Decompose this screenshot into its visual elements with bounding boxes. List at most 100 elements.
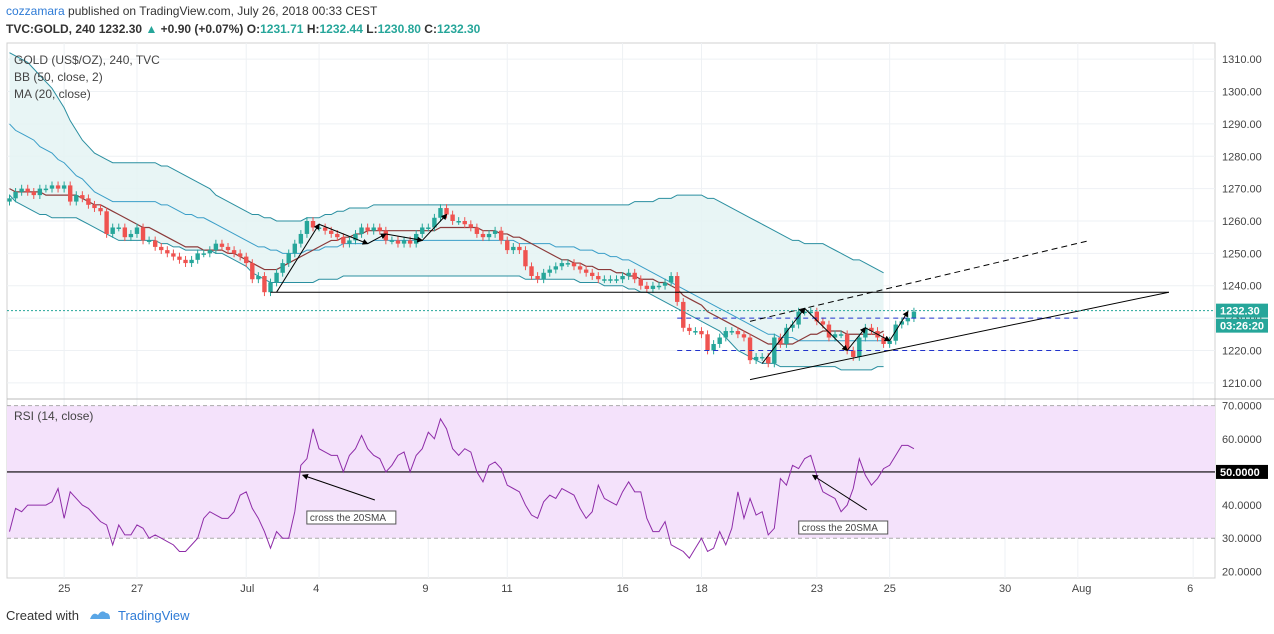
- rsi-tick-label: 30.0000: [1222, 533, 1262, 545]
- candle-body: [541, 272, 546, 280]
- candle-body: [244, 256, 249, 264]
- move-arrow: [318, 223, 369, 245]
- candle-body: [304, 221, 310, 234]
- candle-body: [250, 263, 255, 280]
- time-tick-label: 6: [1187, 583, 1193, 595]
- candle-body: [668, 276, 674, 283]
- candle-body: [905, 318, 911, 322]
- rsi-tick-label: 40.0000: [1222, 500, 1262, 512]
- candle-body: [171, 253, 176, 257]
- candle-body: [189, 259, 194, 264]
- candle-body: [844, 334, 850, 351]
- candle-body: [662, 282, 668, 286]
- rsi-mid-tag: [1216, 464, 1268, 479]
- symbol-info: TVC:GOLD, 240 1232.30 ▲ +0.90 (+0.07%) O…: [6, 22, 480, 36]
- candle-body: [128, 233, 134, 238]
- close-value: 1232.30: [436, 22, 481, 36]
- candle-body: [802, 311, 807, 314]
- rsi-annotation-box: [798, 520, 889, 535]
- candle-body: [687, 327, 692, 332]
- candle-body: [353, 233, 358, 241]
- candle-body: [395, 240, 401, 244]
- price-tick-label: 1300.00: [1222, 87, 1262, 99]
- candle-body: [335, 233, 340, 238]
- candle-body: [547, 269, 552, 273]
- time-tick-label: Aug: [1072, 583, 1092, 595]
- legend-bb: BB (50, close, 2): [14, 70, 103, 84]
- candle-body: [881, 337, 886, 344]
- candle-body: [717, 337, 722, 344]
- candle-body: [140, 227, 146, 241]
- candle-body: [25, 188, 30, 192]
- candle-body: [74, 195, 79, 202]
- rsi-annotation-text: cross the 20SMA: [802, 523, 878, 534]
- candle-body: [316, 227, 322, 229]
- rsi-line: [9, 417, 915, 559]
- time-tick-label: 11: [501, 583, 512, 595]
- time-tick-label: Jul: [240, 583, 254, 595]
- candle-body: [298, 233, 304, 244]
- candle-body: [292, 243, 297, 254]
- tradingview-link[interactable]: TradingView: [118, 608, 190, 623]
- candle-body: [274, 272, 279, 283]
- candle-body: [177, 256, 182, 260]
- candle-body: [468, 224, 474, 228]
- rsi-mid-tag-text: 50.0000: [1220, 467, 1260, 479]
- candle-body: [389, 240, 395, 242]
- candle-body: [474, 227, 480, 234]
- candle-body: [808, 311, 813, 314]
- footer: Created with TradingView: [6, 608, 190, 623]
- rsi-annotation-arrow: [811, 474, 868, 511]
- candle-body: [529, 266, 534, 277]
- price-tick-label: 1210.00: [1222, 378, 1262, 390]
- candle-body: [583, 269, 589, 273]
- candle-body: [747, 337, 753, 361]
- candle-body: [838, 334, 844, 336]
- legend-rsi: RSI (14, close): [14, 409, 94, 423]
- price-tick-label: 1270.00: [1222, 184, 1262, 196]
- time-tick-label: 23: [811, 583, 823, 595]
- move-arrow: [385, 233, 424, 243]
- candle-body: [310, 221, 316, 228]
- move-arrow: [276, 223, 320, 293]
- candle-body: [104, 211, 109, 234]
- candle-body: [280, 263, 285, 273]
- candle-body: [213, 243, 219, 251]
- move-arrow: [865, 327, 891, 342]
- candle-body: [899, 321, 904, 325]
- open-value: 1231.71: [260, 22, 304, 36]
- candle-body: [614, 279, 619, 281]
- candle-body: [693, 331, 698, 333]
- candle-body: [772, 337, 777, 364]
- author-link[interactable]: cozzamara: [6, 4, 65, 18]
- time-tick-label: 30: [999, 583, 1011, 595]
- candle-body: [268, 282, 273, 293]
- time-tick-label: 16: [617, 583, 629, 595]
- candle-body: [444, 208, 449, 215]
- candle-body: [207, 250, 213, 254]
- candle-body: [650, 285, 656, 289]
- low-value: 1230.80: [377, 22, 421, 36]
- candle-body: [231, 250, 237, 254]
- candle-body: [134, 227, 140, 234]
- tradingview-logo-icon: [89, 611, 110, 619]
- candle-body: [741, 334, 747, 338]
- candle-body: [638, 279, 643, 286]
- candle-body: [857, 337, 862, 357]
- candle-body: [286, 253, 291, 264]
- up-arrow-icon: ▲: [145, 22, 158, 36]
- move-arrow: [889, 310, 909, 342]
- price-tick-label: 1290.00: [1222, 119, 1262, 131]
- candle-body: [13, 191, 18, 199]
- candle-body: [480, 233, 486, 238]
- candle-body: [116, 227, 121, 229]
- rsi-tick-label: 60.0000: [1222, 434, 1262, 446]
- candle-body: [462, 221, 467, 225]
- price-change: +0.90 (+0.07%): [160, 22, 244, 36]
- candle-body: [790, 324, 795, 328]
- time-tick-label: 4: [313, 583, 319, 595]
- candle-body: [7, 198, 12, 202]
- candle-body: [590, 272, 595, 277]
- candle-body: [523, 250, 528, 267]
- candle-body: [596, 276, 601, 280]
